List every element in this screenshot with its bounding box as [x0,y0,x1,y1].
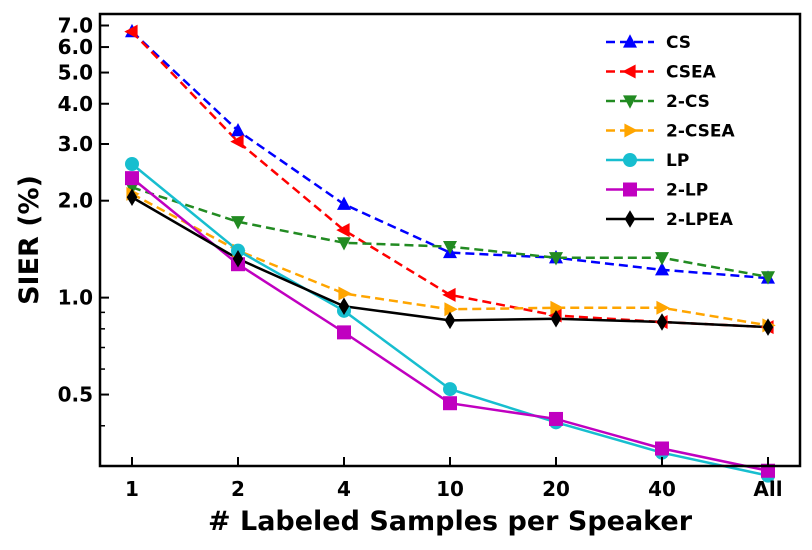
legend-marker [622,64,636,79]
y-axis: 0.5 1.0 2.0 3.0 4.0 5.06.07.0 [58,14,109,427]
x-tick-label: 2 [231,477,245,501]
data-point-2-csea [550,300,564,315]
y-tick-label: 0.5 [58,383,93,407]
x-tick-label: 10 [436,477,464,501]
y-tick-label: 7.0 [58,14,93,38]
data-point-2-lp [655,441,669,456]
data-point-2-lpea [126,188,138,206]
x-axis: 1 2 4 10 20 40 All [125,457,783,501]
data-point-csea [336,223,350,238]
data-point-lp [443,382,457,397]
data-point-2-csea [444,302,458,317]
series-line-2-cs [131,186,769,279]
data-point-2-lp [443,396,457,411]
legend-label: LP [666,151,689,171]
x-tick-label: 20 [542,477,570,501]
data-point-2-lp [549,411,563,426]
data-point-cs [231,122,245,137]
x-tick-label: All [753,477,782,501]
x-axis-title: # Labeled Samples per Speaker [208,506,693,537]
y-tick-label: 3.0 [58,132,93,156]
y-tick-label: 5.0 [58,61,93,85]
data-point-lp [125,157,139,172]
data-point-csea [442,287,456,302]
data-point-2-cs [655,252,669,266]
x-tick-label: 40 [648,477,676,501]
data-point-csea [230,134,244,149]
y-tick-label: 4.0 [58,92,93,116]
x-tick-label: 4 [337,477,351,501]
data-point-2-csea [656,300,670,315]
data-point-2-lpea [550,309,562,328]
x-tick-label: 1 [125,477,139,501]
data-point-csea [124,24,138,39]
legend-label: CS [666,33,691,53]
data-point-2-cs [231,216,245,230]
data-point-2-csea [338,286,352,301]
y-tick-label: 1.0 [58,286,93,310]
data-point-2-lpea [656,313,668,331]
legend-marker [623,95,637,109]
legend-label: 2-CSEA [666,122,736,142]
data-point-2-cs [337,237,351,251]
data-point-2-lp [337,325,351,340]
data-point-2-lpea [232,250,244,268]
legend-label: 2-LPEA [666,210,734,230]
legend-marker [623,153,637,167]
y-tick-label: 6.0 [58,35,93,59]
legend: CS CSEA 2-CS 2-CSEA LP 2-LP 2-LPEA [606,33,736,230]
data-point-cs [655,262,669,276]
data-point-cs [337,196,351,210]
legend-marker [624,210,636,228]
data-point-2-cs [549,252,563,266]
data-point-2-lpea [444,311,456,330]
legend-marker [624,123,638,138]
data-point-2-lpea [338,297,350,316]
data-point-2-cs [761,271,775,285]
legend-label: 2-CS [666,92,710,112]
legend-marker [623,34,637,48]
legend-label: CSEA [666,63,717,83]
data-point-2-lp [125,171,139,186]
data-point-2-cs [443,241,457,255]
y-axis-title: SIER (%) [14,175,45,305]
legend-marker [623,182,637,197]
series-markers [124,23,776,483]
y-tick-label: 2.0 [58,189,93,213]
legend-label: 2-LP [666,181,708,201]
data-point-2-lpea [762,318,774,336]
